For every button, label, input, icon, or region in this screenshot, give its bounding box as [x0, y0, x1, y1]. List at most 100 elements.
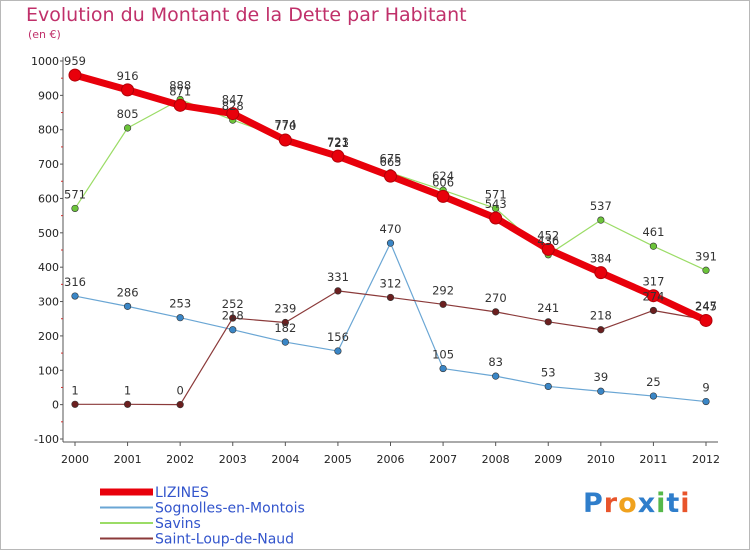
data-point: [173, 98, 187, 112]
data-label: 53: [541, 365, 556, 379]
data-point: [544, 318, 552, 326]
data-label: 331: [327, 270, 349, 284]
data-label: 805: [117, 107, 139, 121]
y-tick-label: 0: [52, 399, 59, 412]
x-tick-label: 2001: [114, 453, 142, 466]
data-point: [176, 314, 184, 322]
x-tick-label: 2006: [377, 453, 405, 466]
y-tick-label: 300: [38, 296, 59, 309]
logo-letter: i: [656, 488, 667, 519]
y-tick-label: 400: [38, 261, 59, 274]
data-point: [646, 289, 660, 303]
data-label: 274: [642, 289, 664, 303]
data-point: [649, 242, 658, 250]
x-tick-label: 2009: [534, 453, 562, 466]
x-tick-label: 2010: [587, 453, 615, 466]
data-point: [541, 242, 555, 256]
data-label: 665: [380, 155, 402, 169]
data-label: 241: [537, 301, 559, 315]
data-point: [331, 149, 345, 163]
data-point: [597, 387, 605, 395]
legend-swatch: [100, 488, 153, 496]
x-tick-label: 2005: [324, 453, 352, 466]
data-label: 39: [594, 370, 609, 384]
data-label: 253: [169, 297, 191, 311]
data-label: 270: [485, 291, 507, 305]
data-label: 25: [646, 375, 661, 389]
data-label: 182: [274, 321, 296, 335]
data-point: [597, 216, 605, 224]
data-point: [281, 318, 289, 327]
data-point: [489, 211, 503, 225]
data-label: 218: [590, 309, 612, 323]
y-tick-label: 100: [38, 364, 59, 377]
data-label: 675: [380, 152, 402, 166]
chart-unit: (en €): [28, 28, 61, 41]
data-label: 721: [327, 136, 349, 150]
legend-swatch: [100, 506, 153, 509]
data-label: 0: [177, 384, 184, 398]
data-point: [702, 266, 710, 274]
legend-swatch: [100, 537, 153, 540]
logo-letter: t: [666, 488, 681, 519]
data-point: [649, 306, 658, 315]
data-label: 247: [695, 299, 717, 313]
data-point: [278, 133, 292, 147]
data-point: [71, 292, 79, 300]
data-label: 888: [169, 78, 191, 92]
data-label: 571: [64, 187, 86, 201]
x-tick-label: 2007: [429, 453, 457, 466]
data-label: 9: [702, 381, 709, 395]
data-point: [121, 83, 135, 97]
data-point: [334, 287, 342, 295]
data-point: [649, 392, 658, 400]
data-label: 774: [274, 118, 296, 132]
x-tick-label: 2002: [166, 453, 194, 466]
x-tick-label: 2004: [271, 453, 299, 466]
y-tick-label: 500: [38, 227, 59, 240]
data-label: 452: [537, 228, 559, 242]
y-tick-label: -100: [34, 433, 59, 446]
data-label: 245: [695, 299, 717, 313]
data-label: 252: [222, 297, 244, 311]
data-point: [702, 397, 710, 406]
data-label: 312: [380, 276, 402, 290]
data-label: 543: [485, 197, 507, 211]
y-tick-label: 700: [38, 158, 59, 171]
data-point: [334, 347, 342, 355]
data-label: 828: [222, 99, 244, 113]
data-label: 156: [327, 330, 349, 344]
data-point: [176, 401, 184, 409]
data-label: 316: [64, 275, 86, 289]
data-label: 218: [222, 309, 244, 323]
data-label: 470: [380, 222, 402, 236]
data-label: 83: [488, 355, 503, 369]
data-point: [229, 314, 237, 322]
data-point: [226, 107, 240, 121]
data-label: 1: [71, 383, 78, 397]
y-tick-label: 1000: [31, 55, 59, 68]
data-point: [699, 313, 713, 327]
data-label: 959: [64, 54, 86, 68]
data-label: 916: [117, 69, 139, 83]
data-point: [597, 326, 605, 334]
data-point: [68, 68, 82, 82]
data-point: [439, 364, 447, 373]
logo-letter: i: [680, 488, 691, 519]
data-label: 1: [124, 383, 131, 397]
data-point: [123, 302, 132, 310]
y-tick-label: 600: [38, 192, 59, 205]
data-label: 770: [274, 119, 296, 133]
y-tick-label: 200: [38, 330, 59, 343]
data-point: [492, 308, 500, 316]
logo-letter: x: [637, 488, 657, 519]
data-point: [71, 204, 79, 213]
data-label: 606: [432, 175, 454, 189]
legend-label: LIZINES: [155, 485, 209, 501]
data-point: [439, 300, 447, 308]
data-point: [386, 239, 395, 247]
data-label: 723: [327, 135, 349, 149]
y-tick-label: 900: [38, 89, 59, 102]
data-point: [229, 326, 237, 334]
legend-swatch: [100, 522, 153, 524]
